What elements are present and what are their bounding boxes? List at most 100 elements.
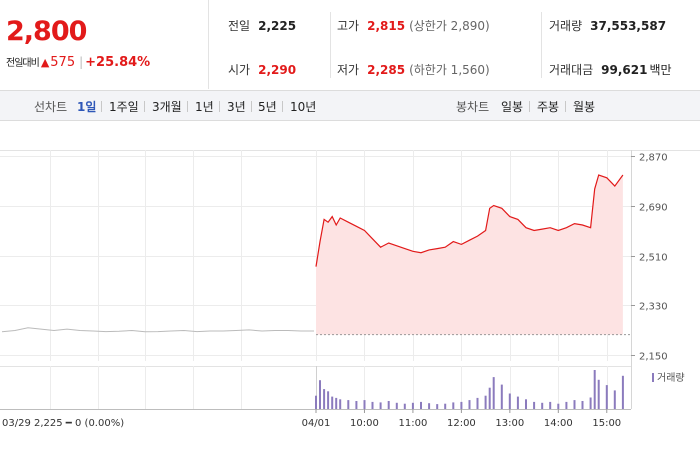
- volume-bar: [593, 370, 596, 409]
- tab-1year[interactable]: 1년: [195, 100, 214, 114]
- volume-bar: [339, 399, 342, 410]
- prev-day-series: [1, 327, 314, 333]
- tab-1day[interactable]: 1일: [77, 100, 97, 114]
- volume-bar: [327, 391, 330, 409]
- low-value: 2,285: [367, 63, 406, 77]
- price-summary: 2,800 전일대비 ▲575 | +25.84%: [0, 0, 209, 89]
- volume-top-border: [0, 366, 631, 367]
- volume-bar: [387, 401, 390, 409]
- low-stat: 저가 2,285 (하한가 1,560): [337, 61, 490, 78]
- tab-5year[interactable]: 5년: [258, 100, 277, 114]
- volume-bar: [347, 400, 350, 409]
- amount-label: 거래대금: [549, 63, 594, 77]
- volume-bar: [452, 402, 455, 409]
- volume-bar: [541, 402, 544, 409]
- open-label: 시가: [228, 63, 251, 77]
- quote-panel: 2,800 전일대비 ▲575 | +25.84% 전일 2,225 시가 2,290 고…: [0, 0, 700, 90]
- tab-divider: [219, 101, 220, 112]
- amount-unit: 백만: [649, 63, 672, 77]
- volume-bar: [444, 403, 447, 409]
- open-value: 2,290: [258, 63, 297, 77]
- volume-bar: [436, 404, 439, 409]
- y-tick-label: 2,870: [639, 153, 668, 164]
- lower-limit: (하한가 1,560): [409, 63, 490, 77]
- candle-chart-label: 봉차트: [456, 100, 490, 114]
- volume-bar: [319, 380, 321, 409]
- plot-top-border: [0, 150, 700, 151]
- upper-limit: (상한가 2,890): [409, 19, 490, 33]
- volume-bar: [508, 393, 511, 409]
- amount-value: 99,621: [601, 63, 648, 77]
- volume-bar: [335, 397, 338, 409]
- divider: [330, 12, 331, 78]
- y-tick-label: 2,510: [639, 253, 668, 264]
- volume-bar: [565, 401, 568, 409]
- volume-bar: [484, 395, 487, 409]
- x-tick-label: 15:00: [592, 418, 621, 429]
- axis-labels: 2,150 2,330 2,510 2,690 2,870 04/01 10:00 11:00…: [2, 153, 685, 430]
- volume-bar: [323, 389, 326, 409]
- volume-bar: [581, 401, 584, 409]
- x-tick-label: 14:00: [544, 418, 573, 429]
- volume-bar: [420, 401, 422, 409]
- y-tick-label: 2,330: [639, 302, 668, 313]
- tab-daily-candle[interactable]: 일봉: [501, 100, 524, 114]
- x-tick-label: 12:00: [447, 418, 476, 429]
- low-label: 저가: [337, 63, 360, 77]
- volume-bar: [468, 400, 471, 409]
- volume-bar: [492, 377, 495, 409]
- open-stat: 시가 2,290: [228, 61, 296, 78]
- tab-weekly-candle[interactable]: 주봉: [537, 100, 560, 114]
- x-tick-label: 13:00: [495, 418, 524, 429]
- volume-bar: [488, 387, 491, 409]
- high-value: 2,815: [367, 19, 406, 33]
- volume-bar: [525, 399, 527, 410]
- volume-bar: [355, 401, 358, 409]
- volume-bar: [363, 400, 366, 409]
- volume-bar: [573, 400, 576, 409]
- volume-stat: 거래량 37,553,587: [549, 17, 666, 34]
- volume-bar: [605, 385, 608, 409]
- volume-bar: [613, 390, 616, 409]
- tab-divider: [187, 101, 188, 112]
- prev-day-label: 03/29 2,225 ━ 0 (0.00%): [2, 418, 124, 429]
- volume-bar: [500, 384, 503, 409]
- volume-bar: [403, 403, 406, 409]
- change-label: 전일대비: [6, 58, 40, 69]
- amount-stat: 거래대금 99,621 백만: [549, 61, 672, 78]
- prev-close-value: 2,225: [258, 19, 297, 33]
- price-line: [315, 174, 624, 267]
- tab-divider: [101, 101, 102, 112]
- divider: [541, 12, 542, 78]
- volume-bar: [549, 401, 552, 409]
- volume-bar: [597, 379, 600, 410]
- x-tick-label: 04/01: [302, 418, 331, 429]
- prev-close-label: 전일: [228, 19, 251, 33]
- change-row: 전일대비 ▲575 | +25.84%: [6, 54, 150, 70]
- tab-divider: [565, 101, 566, 112]
- y-tick-label: 2,690: [639, 203, 668, 214]
- x-tick-label: 11:00: [399, 418, 428, 429]
- volume-legend-label: 거래량: [657, 372, 685, 384]
- tab-10year[interactable]: 10년: [290, 100, 317, 114]
- prev-close-stat: 전일 2,225: [228, 17, 296, 34]
- tab-divider: [282, 101, 283, 112]
- tab-3month[interactable]: 3개월: [152, 100, 182, 114]
- change-percent: +25.84%: [85, 55, 151, 70]
- tab-1week[interactable]: 1주일: [109, 100, 139, 114]
- volume-bar: [411, 402, 414, 409]
- volume-legend-swatch: [652, 373, 654, 382]
- volume-bar: [371, 401, 374, 409]
- y-tick-label: 2,150: [639, 352, 668, 363]
- volume-bar: [331, 396, 334, 409]
- current-price: 2,800: [6, 16, 87, 47]
- plot-right-border: [631, 150, 632, 409]
- tab-monthly-candle[interactable]: 월봉: [573, 100, 596, 114]
- change-separator: |: [79, 55, 84, 69]
- volume-bar: [621, 375, 624, 409]
- up-arrow-icon: ▲: [40, 56, 50, 69]
- tab-divider: [144, 101, 145, 112]
- tab-3year[interactable]: 3년: [227, 100, 246, 114]
- x-tick-label: 10:00: [350, 418, 379, 429]
